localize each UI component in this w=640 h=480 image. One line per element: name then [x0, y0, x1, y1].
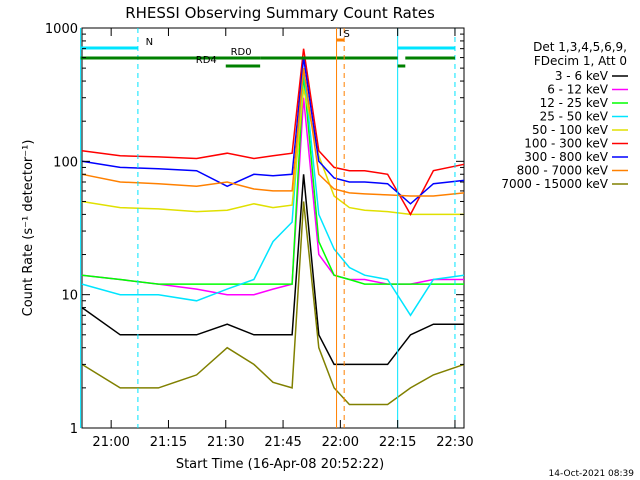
header-line-1: Det 1,3,4,5,6,9,: [533, 40, 627, 54]
series-line-6: [81, 57, 465, 205]
chart-title: RHESSI Observing Summary Count Rates: [125, 4, 435, 22]
series-line-4: [81, 88, 464, 216]
series-line-3: [81, 68, 465, 317]
y-axis-label: Count Rate (s⁻¹ detector⁻¹): [21, 140, 36, 317]
state-label-3: S: [344, 29, 350, 40]
plot-frame: [81, 27, 465, 429]
series-line-0: [81, 174, 464, 366]
x-tick-label-2: 21:30: [207, 435, 244, 450]
state-label-1: RD0: [231, 47, 252, 58]
x-tick-label-3: 21:45: [264, 435, 301, 450]
y-tick-label-2: 100: [53, 155, 78, 170]
y-tick-label-1: 10: [61, 289, 78, 304]
state-label-0: N: [146, 37, 153, 48]
legend-label-3: 25 - 50 keV: [540, 110, 609, 124]
x-tick-label-0: 21:00: [92, 435, 129, 450]
series-line-7: [81, 67, 465, 197]
legend-label-6: 300 - 800 keV: [524, 150, 608, 164]
x-tick-label-6: 22:30: [436, 435, 473, 450]
legend-label-5: 100 - 300 keV: [524, 137, 608, 151]
x-axis-label: Start Time (16-Apr-08 20:52:22): [176, 457, 384, 472]
series-line-2: [81, 74, 464, 285]
x-tick-label-4: 22:00: [322, 435, 359, 450]
axis-layer: 21:00 21:15 21:30 21:45 22:00 22:15 22:30 1 10 10…: [45, 22, 474, 450]
x-tick-label-1: 21:15: [150, 435, 187, 450]
legend-label-1: 6 - 12 keV: [547, 83, 609, 97]
legend-label-7: 800 - 7000 keV: [517, 164, 609, 178]
y-tick-label-3: 1000: [45, 22, 78, 37]
y-tick-label-0: 1: [70, 422, 78, 437]
legend-label-0: 3 - 6 keV: [555, 69, 609, 83]
footer-timestamp: 14-Oct-2021 08:39: [549, 469, 635, 479]
series-line-5: [81, 48, 465, 216]
legend-label-4: 50 - 100 keV: [532, 123, 609, 137]
series-line-8: [81, 201, 465, 406]
legend-label-2: 12 - 25 keV: [540, 96, 609, 110]
legend-label-8: 7000 - 15000 keV: [501, 177, 608, 191]
header-line-2: FDecim 1, Att 0: [534, 54, 627, 68]
state-label-2: RD4: [196, 55, 217, 66]
x-tick-label-5: 22:15: [379, 435, 416, 450]
series-layer: [81, 48, 465, 406]
state-bars-layer: N RD0 RD4 S: [80, 28, 456, 428]
